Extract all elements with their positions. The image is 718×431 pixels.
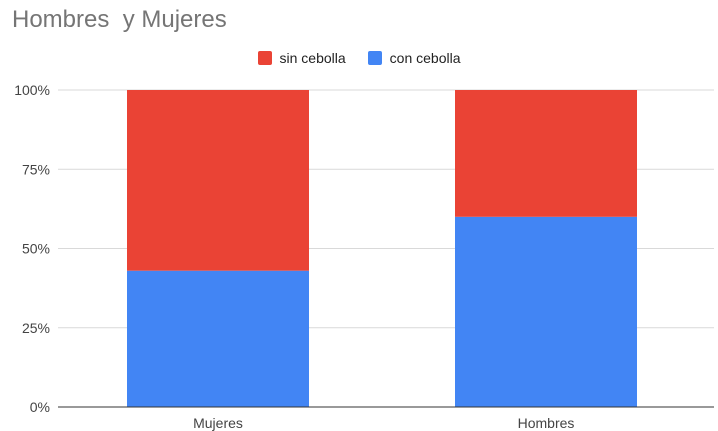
- legend-item-con-cebolla[interactable]: con cebolla: [367, 50, 461, 66]
- y-tick-label-0: 0%: [30, 399, 50, 415]
- y-tick-label-4: 100%: [14, 82, 50, 98]
- legend-swatch-sin-cebolla: [257, 51, 272, 65]
- bar-mujeres-sin-cebolla: [127, 90, 309, 271]
- legend-label-sin-cebolla: sin cebolla: [279, 50, 346, 66]
- x-tick-label-0: Mujeres: [193, 415, 243, 431]
- legend-item-sin-cebolla[interactable]: sin cebolla: [257, 50, 346, 66]
- y-tick-label-1: 25%: [22, 320, 50, 336]
- chart-title: Hombres y Mujeres: [12, 6, 227, 33]
- y-tick-label-3: 75%: [22, 161, 50, 177]
- bar-mujeres-con-cebolla: [127, 270, 309, 407]
- legend-swatch-con-cebolla: [367, 51, 382, 65]
- y-tick-label-2: 50%: [22, 241, 50, 257]
- legend-label-con-cebolla: con cebolla: [389, 50, 461, 66]
- x-tick-label-1: Hombres: [518, 415, 575, 431]
- legend: sin cebolla con cebolla: [0, 50, 718, 66]
- bar-hombres-sin-cebolla: [455, 90, 637, 217]
- bar-hombres-con-cebolla: [455, 216, 637, 407]
